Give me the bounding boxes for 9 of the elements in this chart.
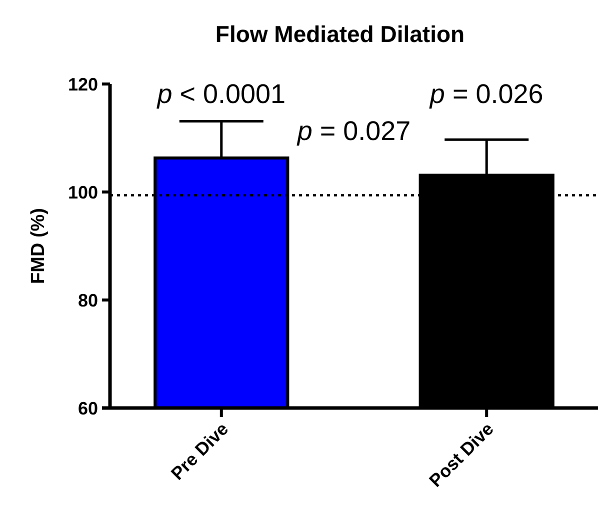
- annotation: p = 0.027: [296, 116, 411, 146]
- annotation: p < 0.0001: [156, 79, 286, 109]
- y-tick-label: 100: [68, 182, 98, 202]
- annotation: p = 0.026: [428, 79, 544, 109]
- y-tick-label: 60: [78, 398, 98, 418]
- chart-title: Flow Mediated Dilation: [215, 21, 465, 47]
- y-tick-label: 120: [68, 74, 98, 94]
- y-axis-title: FMD (%): [28, 208, 49, 284]
- y-tick-label: 80: [78, 290, 98, 310]
